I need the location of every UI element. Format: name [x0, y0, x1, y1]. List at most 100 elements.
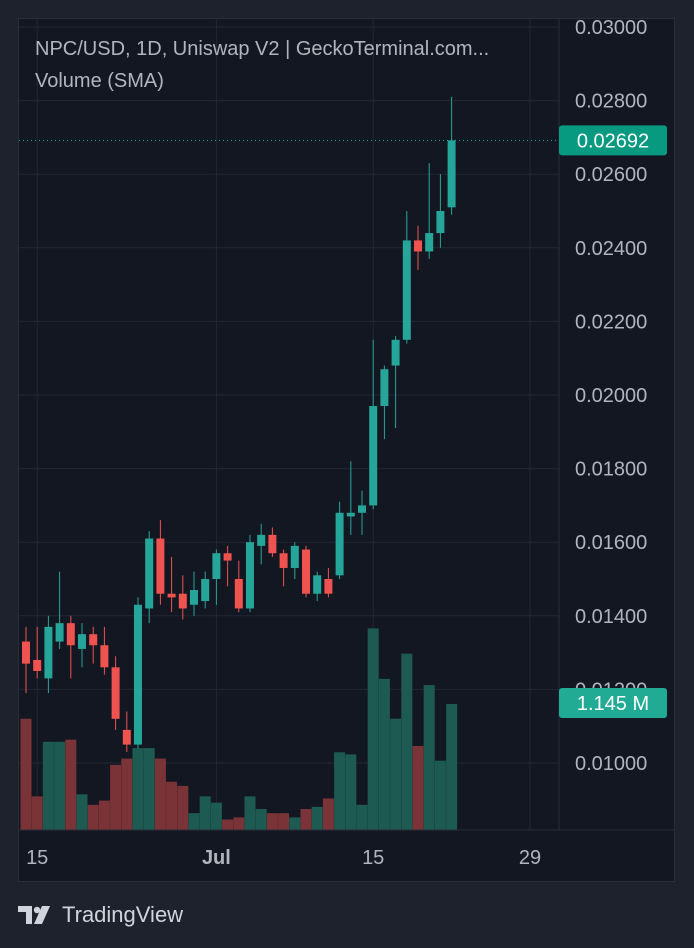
- candle-body[interactable]: [33, 659, 42, 671]
- volume-bar[interactable]: [31, 796, 43, 830]
- volume-indicator-label[interactable]: Volume (SMA): [35, 70, 164, 92]
- candle-body[interactable]: [346, 512, 355, 517]
- last-volume-badge[interactable]: [559, 688, 667, 718]
- candle-body[interactable]: [391, 339, 400, 366]
- volume-bar[interactable]: [132, 748, 144, 830]
- candle-body[interactable]: [111, 667, 120, 719]
- candle-body[interactable]: [380, 369, 389, 407]
- y-axis-tick-label: 0.02600: [575, 164, 647, 186]
- candle-body[interactable]: [436, 211, 445, 234]
- tradingview-logo-icon: [18, 906, 50, 924]
- volume-bar[interactable]: [446, 704, 458, 830]
- candle-body[interactable]: [89, 634, 98, 646]
- candle-body[interactable]: [246, 542, 254, 609]
- volume-bar[interactable]: [311, 806, 323, 830]
- candle-body[interactable]: [201, 579, 210, 602]
- volume-bar[interactable]: [412, 746, 424, 830]
- candle-body[interactable]: [257, 534, 266, 546]
- chart-title: NPC/USD, 1D, Uniswap V2 | GeckoTerminal.…: [35, 38, 490, 60]
- volume-bar[interactable]: [356, 804, 368, 830]
- volume-bar[interactable]: [222, 819, 234, 831]
- candle-body[interactable]: [44, 626, 53, 679]
- candle-body[interactable]: [122, 729, 131, 745]
- volume-bar[interactable]: [345, 754, 357, 830]
- volume-bar[interactable]: [20, 718, 32, 830]
- candle-body[interactable]: [279, 553, 288, 568]
- candle-body[interactable]: [223, 553, 232, 561]
- last-price-label: 0.02692: [577, 130, 649, 152]
- candle-body[interactable]: [190, 590, 198, 605]
- volume-bar[interactable]: [233, 817, 245, 830]
- candle-body[interactable]: [402, 240, 411, 340]
- candle-body[interactable]: [447, 140, 456, 208]
- volume-bar[interactable]: [42, 741, 54, 830]
- volume-bar[interactable]: [266, 813, 278, 830]
- y-axis-tick-label: 0.02400: [575, 238, 647, 260]
- tradingview-brand-label: TradingView: [62, 902, 184, 927]
- x-axis-tick-label: 15: [362, 847, 384, 869]
- volume-bar[interactable]: [98, 800, 110, 830]
- volume-bar[interactable]: [434, 760, 446, 830]
- volume-bar[interactable]: [121, 758, 133, 830]
- y-axis-tick-label: 0.01600: [575, 532, 647, 554]
- volume-bar[interactable]: [300, 809, 312, 830]
- candle-body[interactable]: [55, 623, 64, 642]
- candle-body[interactable]: [145, 538, 154, 609]
- y-axis-tick-label: 0.01000: [575, 753, 647, 775]
- candle-body[interactable]: [212, 553, 221, 579]
- x-axis-tick-label: Jul: [202, 847, 231, 869]
- volume-bar[interactable]: [334, 752, 346, 830]
- volume-bar[interactable]: [166, 781, 178, 830]
- volume-bar[interactable]: [143, 748, 155, 830]
- candle-body[interactable]: [66, 623, 75, 646]
- volume-bar[interactable]: [244, 796, 256, 830]
- y-axis-tick-label: 0.01800: [575, 459, 647, 481]
- y-axis-tick-label: 0.02000: [575, 385, 647, 407]
- volume-bar[interactable]: [278, 813, 290, 830]
- volume-bar[interactable]: [255, 809, 267, 830]
- candlestick-chart[interactable]: 0.03000 0.02800 0.02600 0.02400 0.02200 0.020…: [19, 19, 675, 882]
- volume-bar[interactable]: [65, 739, 77, 830]
- candle-body[interactable]: [302, 549, 310, 594]
- y-axis-tick-label: 0.03000: [575, 19, 647, 39]
- x-axis-tick-label: 15: [26, 847, 48, 869]
- candle-body[interactable]: [335, 512, 344, 576]
- candle-body[interactable]: [268, 534, 277, 554]
- candle-body[interactable]: [134, 604, 142, 745]
- candle-body[interactable]: [425, 233, 434, 252]
- candle-body[interactable]: [178, 593, 187, 609]
- chart-panel[interactable]: 0.03000 0.02800 0.02600 0.02400 0.02200 0.020…: [18, 18, 675, 882]
- candle-body[interactable]: [100, 645, 109, 668]
- volume-bar[interactable]: [378, 678, 390, 830]
- last-volume-label: 1.145 M: [577, 693, 649, 715]
- candle-body[interactable]: [324, 579, 333, 594]
- volume-bar[interactable]: [423, 685, 435, 830]
- candle-body[interactable]: [358, 505, 366, 513]
- candle-body[interactable]: [78, 634, 86, 649]
- volume-bar[interactable]: [188, 813, 200, 830]
- volume-bar[interactable]: [289, 817, 301, 830]
- volume-bar[interactable]: [154, 758, 166, 830]
- candle-body[interactable]: [22, 641, 30, 664]
- volume-bar[interactable]: [76, 794, 88, 830]
- volume-bar[interactable]: [110, 764, 122, 830]
- volume-bar[interactable]: [199, 796, 211, 830]
- volume-bar[interactable]: [322, 798, 334, 831]
- volume-bar[interactable]: [87, 804, 99, 830]
- candle-body[interactable]: [313, 575, 322, 594]
- volume-bar[interactable]: [210, 802, 222, 830]
- volume-bar[interactable]: [390, 718, 402, 830]
- volume-bar[interactable]: [177, 785, 189, 830]
- candle-body[interactable]: [414, 240, 422, 252]
- volume-bar[interactable]: [367, 628, 379, 830]
- tradingview-branding[interactable]: TradingView: [18, 902, 183, 928]
- candle-body[interactable]: [234, 579, 243, 609]
- volume-bar[interactable]: [401, 653, 413, 830]
- volume-bar[interactable]: [54, 741, 66, 830]
- candle-body[interactable]: [290, 545, 299, 568]
- last-price-badge[interactable]: [559, 125, 667, 156]
- candle-body[interactable]: [167, 593, 176, 598]
- candle-body[interactable]: [156, 538, 165, 594]
- x-axis-tick-label: 29: [519, 847, 541, 869]
- candle-body[interactable]: [369, 406, 378, 506]
